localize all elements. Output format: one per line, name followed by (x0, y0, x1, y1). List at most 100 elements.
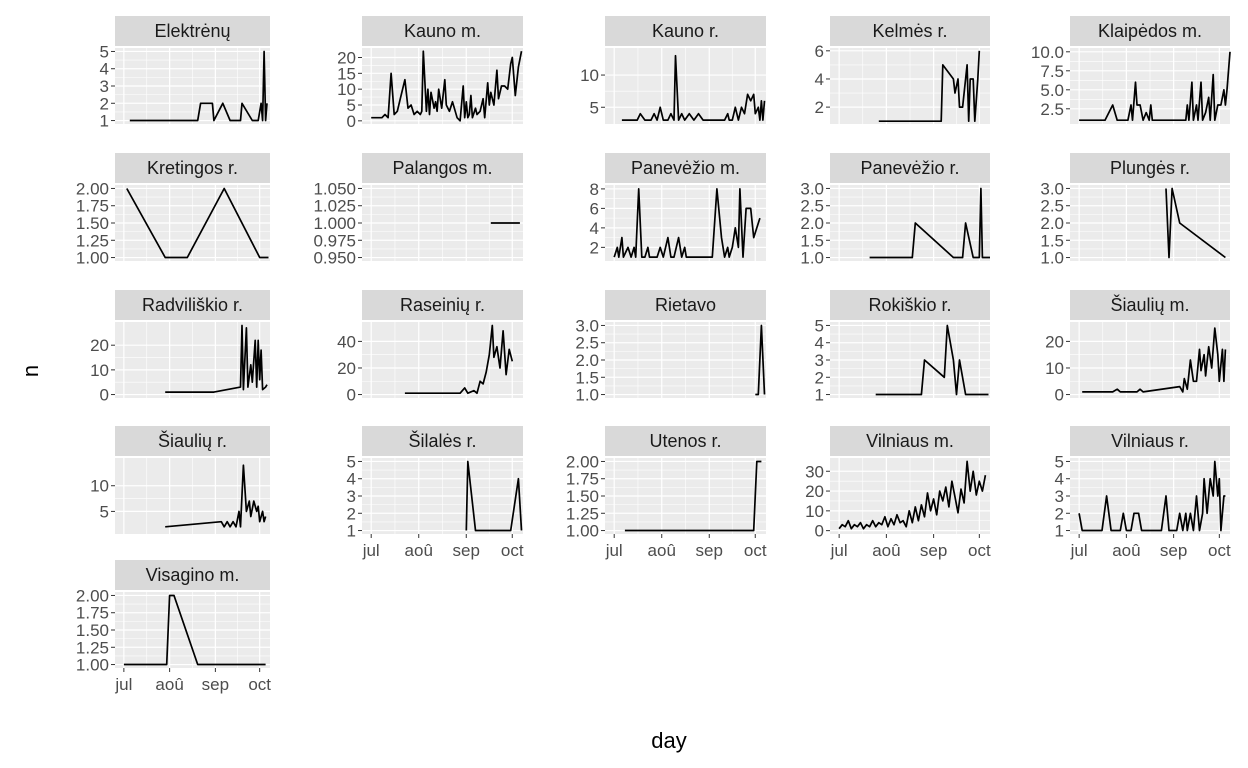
y-tick-label: 3 (815, 351, 824, 370)
facet-title: Rietavo (655, 295, 716, 315)
y-tick-label: 1.50 (76, 621, 109, 640)
y-tick-label: 1.0 (800, 249, 824, 268)
y-tick-label: 1.5 (1040, 231, 1064, 250)
facet-panel: Rietavo 1.01.52.02.53.0 (575, 290, 766, 405)
x-tick-label: oct (744, 541, 767, 560)
x-tick-label: sep (696, 541, 723, 560)
y-tick-label: 8 (590, 180, 599, 199)
x-tick-label: sep (453, 541, 480, 560)
facet-strip (115, 153, 270, 183)
facet-title: Šilalės r. (408, 430, 476, 451)
facet-panel: Kretingos r. 1.001.251.501.752.00 (76, 153, 270, 268)
x-axis-title: day (651, 728, 686, 753)
series-line (869, 187, 990, 259)
facet-strip (115, 426, 270, 456)
facet-strip (830, 153, 990, 183)
y-tick-label: 2 (347, 504, 356, 523)
y-tick-label: 1.75 (76, 604, 109, 623)
y-tick-label: 3.0 (800, 179, 824, 198)
series-line (1165, 187, 1226, 259)
x-tick-label: oct (501, 541, 524, 560)
y-tick-label: 10 (90, 361, 109, 380)
series-line (1079, 51, 1231, 122)
x-tick-label: aoû (1112, 541, 1140, 560)
series-line (165, 464, 267, 528)
facet-panel: Radviliškio r. 0 10 20 (90, 290, 270, 405)
series-line (465, 460, 523, 532)
facet-strip (362, 16, 523, 46)
facet-strip (362, 426, 523, 456)
y-tick-label: 3 (1055, 487, 1064, 506)
y-tick-label: 2.0 (800, 214, 824, 233)
y-tick-label: 6 (815, 42, 824, 61)
x-tick-label: aoû (405, 541, 433, 560)
x-tick-label: jul (830, 541, 848, 560)
y-tick-label: 1.50 (566, 487, 599, 506)
y-tick-label: 2.00 (76, 586, 109, 605)
series-line (404, 324, 514, 395)
y-tick-label: 20 (337, 359, 356, 378)
series-line (1082, 327, 1227, 393)
facet-title: Kauno m. (404, 21, 481, 41)
series-line (1078, 460, 1226, 532)
facet-strip (115, 290, 270, 320)
y-tick-label: 0 (815, 522, 824, 541)
y-tick-label: 2 (1055, 504, 1064, 523)
facet-strip (1070, 426, 1230, 456)
y-tick-label: 1.75 (76, 197, 109, 216)
series-line (878, 50, 981, 123)
facet-title: Šiaulių r. (158, 430, 227, 451)
facet-strip (115, 16, 270, 46)
series-line (129, 50, 268, 122)
y-tick-label: 2.00 (76, 179, 109, 198)
y-tick-label: 1.00 (566, 522, 599, 541)
y-tick-label: 1.00 (76, 656, 109, 675)
facet-strip (605, 290, 766, 320)
y-axis-title: n (18, 365, 43, 377)
facet-panel: Šiaulių m. 0 10 20 (1045, 290, 1230, 405)
series-line (165, 324, 268, 393)
y-tick-label: 2 (590, 238, 599, 257)
facet-strip (830, 290, 990, 320)
y-tick-label: 2 (815, 368, 824, 387)
x-tick-label: jul (605, 541, 623, 560)
series-line (875, 324, 989, 396)
y-tick-label: 1.25 (566, 504, 599, 523)
y-tick-label: 5 (347, 452, 356, 471)
series-line (624, 460, 762, 532)
x-tick-label: aoû (155, 675, 183, 694)
y-tick-label: 20 (337, 49, 356, 68)
y-tick-label: 1.75 (566, 470, 599, 489)
facet-strip (830, 16, 990, 46)
facet-title: Vilniaus m. (866, 431, 954, 451)
facet-strip (605, 153, 766, 183)
y-tick-label: 40 (337, 332, 356, 351)
y-tick-label: 4 (815, 334, 824, 353)
facet-title: Kretingos r. (147, 158, 238, 178)
y-tick-label: 1.25 (76, 231, 109, 250)
facet-strip (1070, 153, 1230, 183)
facet-strip (362, 290, 523, 320)
facet-panel: Kelmės r. 2 4 6 (815, 16, 990, 124)
y-tick-label: 0 (100, 386, 109, 405)
y-tick-label: 2.5 (575, 334, 599, 353)
facet-strip (605, 426, 766, 456)
x-tick-label: oct (1208, 541, 1231, 560)
y-tick-label: 2 (100, 94, 109, 113)
y-tick-label: 10 (580, 66, 599, 85)
y-tick-label: 5 (815, 316, 824, 335)
y-tick-label: 2.00 (566, 452, 599, 471)
facet-strip (1070, 16, 1230, 46)
facet-strip (1070, 290, 1230, 320)
y-tick-label: 20 (805, 482, 824, 501)
y-tick-label: 0 (347, 112, 356, 131)
y-tick-label: 15 (337, 64, 356, 83)
y-tick-label: 20 (90, 336, 109, 355)
facet-title: Šiaulių m. (1110, 294, 1189, 315)
x-tick-label: jul (362, 541, 380, 560)
x-tick-label: jul (1070, 541, 1088, 560)
y-tick-label: 1.25 (76, 638, 109, 657)
